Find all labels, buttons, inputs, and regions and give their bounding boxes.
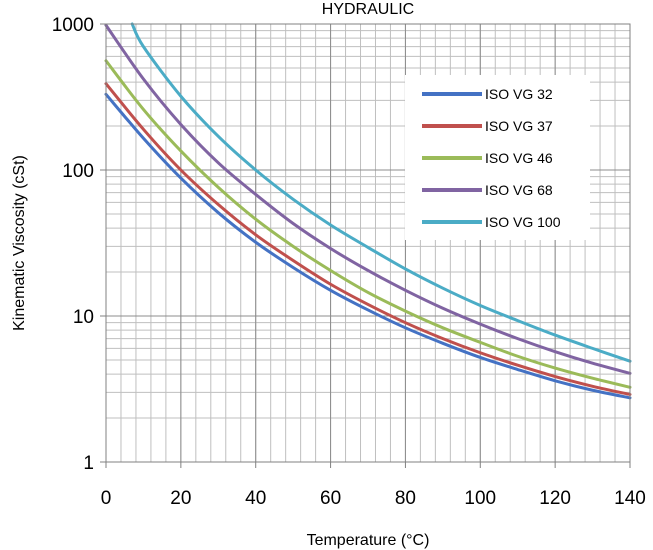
- series-line-iso-vg-32: [104, 92, 632, 400]
- y-tick-label: 1: [83, 453, 94, 474]
- legend: ISO VG 32 ISO VG 37 ISO VG 46 ISO VG 68 ISO …: [405, 75, 590, 240]
- x-tick-label: 100: [464, 488, 496, 509]
- x-axis-title: Temperature (°C): [307, 532, 430, 549]
- legend-label: ISO VG 68: [485, 182, 553, 198]
- y-axis-ticks: 1 10 100 1000: [52, 15, 106, 474]
- x-tick-label: 80: [395, 488, 416, 509]
- y-tick-label: 100: [62, 161, 94, 182]
- x-tick-label: 140: [614, 488, 646, 509]
- x-tick-label: 120: [539, 488, 571, 509]
- x-tick-label: 40: [245, 488, 266, 509]
- series-line-iso-vg-100: [130, 22, 632, 363]
- y-tick-label: 10: [73, 307, 94, 328]
- legend-label: ISO VG 32: [485, 86, 553, 102]
- y-tick-label: 1000: [52, 15, 94, 36]
- series-lines: [104, 22, 632, 400]
- y-axis-title: Kinematic Viscosity (cSt): [11, 155, 28, 331]
- legend-label: ISO VG 100: [485, 214, 561, 230]
- series-line-iso-vg-68: [104, 23, 632, 375]
- plot-frame: [105, 23, 631, 463]
- x-axis-ticks: 0 20 40 60 80 100 120 140: [101, 462, 646, 509]
- x-tick-label: 0: [101, 488, 112, 509]
- x-tick-label: 60: [320, 488, 341, 509]
- legend-label: ISO VG 46: [485, 150, 553, 166]
- series-line-iso-vg-46: [104, 59, 632, 389]
- series-line-iso-vg-37: [104, 82, 632, 396]
- chart-title: HYDRAULIC: [322, 1, 414, 18]
- x-tick-label: 20: [170, 488, 191, 509]
- legend-label: ISO VG 37: [485, 118, 553, 134]
